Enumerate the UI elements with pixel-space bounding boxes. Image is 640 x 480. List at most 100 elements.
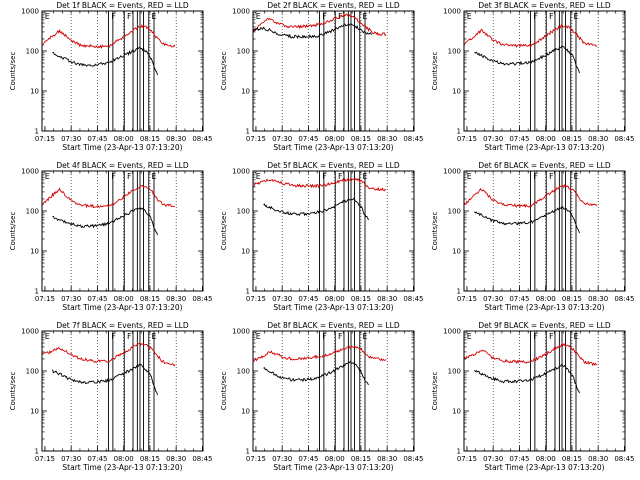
x-tick-label: 07:45 <box>87 455 107 463</box>
y-tick-label: 10 <box>30 408 39 416</box>
y-tick-label: 1 <box>35 448 39 456</box>
event-flag-label: F <box>533 12 538 21</box>
event-flag-label: E <box>363 172 368 181</box>
event-flag-label: E <box>574 332 579 341</box>
x-tick-label: 08:30 <box>588 455 608 463</box>
plot-frame <box>252 10 415 132</box>
plot-frame <box>463 330 626 452</box>
event-flag-label: E <box>256 12 261 21</box>
plot-frame <box>41 170 204 292</box>
events-rate-line <box>263 360 369 386</box>
lld-rate-line <box>252 13 387 37</box>
x-tick-label: 08:15 <box>140 455 160 463</box>
y-tick-label: 1000 <box>443 8 461 16</box>
x-tick-label: 07:15 <box>35 295 55 303</box>
event-flag-label: E <box>45 332 50 341</box>
y-axis-label: Counts/sec <box>220 52 228 91</box>
event-flag-label: F <box>111 12 116 21</box>
x-tick-label: 08:15 <box>140 295 160 303</box>
y-tick-label: 100 <box>448 48 461 56</box>
event-flag-label: E <box>152 172 157 181</box>
x-tick-label: 07:30 <box>272 295 292 303</box>
y-tick-label: 1 <box>246 288 250 296</box>
y-tick-label: 10 <box>241 408 250 416</box>
event-flag-label: E <box>363 12 368 21</box>
x-tick-label: 08:00 <box>325 455 345 463</box>
x-tick-label: 08:00 <box>114 455 134 463</box>
y-axis-label: Counts/sec <box>220 372 228 411</box>
chart-panel-8: Det 8f BLACK = Events, RED = LLD E F F E 1 10 1… <box>220 321 424 472</box>
events-rate-line <box>474 205 580 234</box>
x-axis-label: Start Time (23-Apr-13 07:13:20) <box>62 463 182 472</box>
panel-title: Det 2f BLACK = Events, RED = LLD <box>267 1 400 10</box>
x-tick-label: 08:45 <box>614 455 634 463</box>
event-flag-label: F <box>338 332 343 341</box>
events-rate-line <box>252 23 373 40</box>
panel-title: Det 1f BLACK = Events, RED = LLD <box>56 1 189 10</box>
x-tick-label: 08:00 <box>114 295 134 303</box>
y-tick-label: 1000 <box>21 168 39 176</box>
y-axis-label: Counts/sec <box>431 372 439 411</box>
lld-rate-line <box>463 23 598 49</box>
x-tick-label: 07:45 <box>509 455 529 463</box>
x-tick-label: 07:45 <box>298 455 318 463</box>
y-tick-label: 1000 <box>232 168 250 176</box>
event-flag-label: E <box>467 12 472 21</box>
event-flag-label: F <box>127 332 132 341</box>
event-flag-label: F <box>533 332 538 341</box>
x-tick-label: 08:45 <box>403 295 423 303</box>
x-tick-label: 07:30 <box>61 295 81 303</box>
x-axis-label: Start Time (23-Apr-13 07:13:20) <box>273 463 393 472</box>
x-tick-label: 07:15 <box>246 135 266 143</box>
y-tick-label: 1000 <box>21 328 39 336</box>
x-axis-label: Start Time (23-Apr-13 07:13:20) <box>273 303 393 312</box>
x-axis-label: Start Time (23-Apr-13 07:13:20) <box>62 143 182 152</box>
x-tick-label: 08:00 <box>325 295 345 303</box>
x-axis-label: Start Time (23-Apr-13 07:13:20) <box>484 143 604 152</box>
chart-panel-7: Det 7f BLACK = Events, RED = LLD E F F E 1 10 1… <box>9 321 213 472</box>
events-rate-line <box>263 197 369 221</box>
event-flag-label: F <box>549 172 554 181</box>
y-tick-label: 10 <box>30 248 39 256</box>
x-tick-label: 07:15 <box>457 455 477 463</box>
x-tick-label: 08:00 <box>325 135 345 143</box>
y-tick-label: 100 <box>237 368 250 376</box>
x-tick-label: 08:00 <box>536 455 556 463</box>
plot-frame <box>463 170 626 292</box>
x-tick-label: 08:45 <box>192 135 212 143</box>
x-tick-label: 07:30 <box>61 135 81 143</box>
y-axis-label: Counts/sec <box>9 52 17 91</box>
y-tick-label: 1 <box>246 128 250 136</box>
event-flag-label: E <box>45 12 50 21</box>
x-axis-label: Start Time (23-Apr-13 07:13:20) <box>62 303 182 312</box>
x-tick-label: 07:30 <box>483 455 503 463</box>
lld-rate-line <box>41 185 175 209</box>
events-rate-line <box>52 46 158 76</box>
event-flag-label: F <box>533 172 538 181</box>
chart-panel-4: Det 4f BLACK = Events, RED = LLD E F F E 1 10 1… <box>9 161 213 312</box>
y-tick-label: 1 <box>35 128 39 136</box>
event-flag-label: F <box>111 332 116 341</box>
x-tick-label: 08:30 <box>588 135 608 143</box>
x-tick-label: 07:30 <box>272 135 292 143</box>
x-tick-label: 08:30 <box>588 295 608 303</box>
event-flag-label: F <box>549 12 554 21</box>
events-rate-line <box>52 363 158 396</box>
x-tick-label: 08:30 <box>166 455 186 463</box>
x-tick-label: 08:45 <box>403 135 423 143</box>
event-flag-label: F <box>322 332 327 341</box>
lld-rate-line <box>41 24 176 50</box>
y-axis-label: Counts/sec <box>431 52 439 91</box>
x-tick-label: 08:15 <box>140 135 160 143</box>
y-tick-label: 100 <box>237 208 250 216</box>
chart-panel-1: Det 1f BLACK = Events, RED = LLD E F F E 1 10 1… <box>9 1 213 152</box>
x-tick-label: 07:45 <box>87 295 107 303</box>
plot-frame <box>41 10 204 132</box>
y-tick-label: 10 <box>452 88 461 96</box>
lld-rate-line <box>463 184 598 209</box>
chart-panel-3: Det 3f BLACK = Events, RED = LLD E F F E 1 10 1… <box>431 1 635 152</box>
x-tick-label: 07:30 <box>61 455 81 463</box>
x-tick-label: 07:45 <box>509 135 529 143</box>
